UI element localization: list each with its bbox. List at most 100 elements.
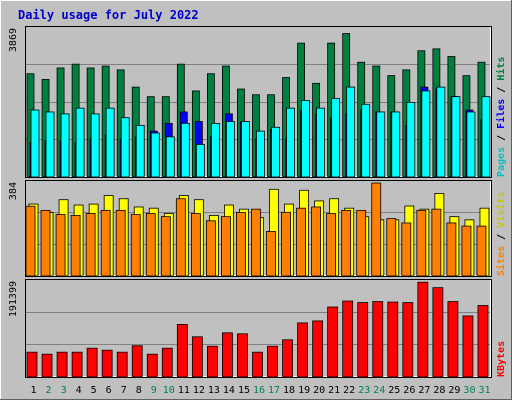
legend-separator: / (496, 129, 507, 147)
x-tick-label: 9 (151, 385, 157, 396)
x-tick-label: 8 (136, 385, 142, 396)
chart-title: Daily usage for July 2022 (18, 8, 199, 22)
kbytes-bar (432, 287, 444, 378)
pages-bar (481, 96, 491, 178)
x-tick-label: 15 (238, 385, 250, 396)
x-tick-label: 5 (91, 385, 97, 396)
kbytes-bar (71, 351, 83, 378)
kbytes-bar (462, 315, 474, 378)
pages-bar (286, 107, 295, 178)
x-tick-label: 18 (283, 385, 295, 396)
sites-bar (326, 213, 337, 277)
x-tick-label: 2 (46, 385, 52, 396)
kbytes-bar (402, 302, 414, 378)
sites-bar (25, 205, 36, 277)
sites-bar (160, 216, 171, 277)
pages-bar (150, 132, 160, 178)
kbytes-bar (191, 336, 203, 378)
x-tick-label: 22 (343, 385, 355, 396)
legend-visits: Visits (495, 192, 507, 228)
kbytes-bar (417, 281, 429, 378)
sites-bar (55, 214, 66, 277)
x-tick-label: 10 (163, 385, 175, 396)
sites-bar (416, 209, 427, 277)
pages-bar (466, 111, 476, 178)
kbytes-bar (41, 353, 53, 378)
kbytes-bar (101, 349, 113, 378)
pages-bar (135, 124, 145, 178)
pages-bar (195, 144, 205, 178)
x-tick-label: 4 (76, 385, 82, 396)
x-tick-label: 28 (433, 385, 445, 396)
pages-bar (346, 86, 356, 178)
x-tick-label: 25 (388, 385, 400, 396)
kbytes-bar (131, 345, 143, 378)
x-tick-label: 1 (31, 385, 37, 396)
sites-bar (40, 209, 51, 277)
pages-bar (451, 96, 461, 178)
x-tick-label: 7 (121, 385, 127, 396)
kbytes-bar (282, 339, 293, 378)
x-tick-label: 11 (178, 385, 190, 396)
sites-bar (266, 231, 276, 277)
kbytes-bar (477, 305, 489, 378)
x-tick-label: 31 (478, 385, 490, 396)
kbytes-bar (357, 302, 369, 378)
kbytes-bar (267, 345, 278, 378)
kbytes-bar (56, 351, 68, 378)
series-legend-label: Pages / Files / Hits (495, 57, 507, 177)
x-tick-label: 13 (208, 385, 220, 396)
pages-bar (226, 121, 235, 178)
x-tick-label: 30 (463, 385, 475, 396)
kbytes-bar (297, 322, 308, 378)
sites-bar (476, 225, 487, 277)
kbytes-bar (176, 323, 188, 378)
kbytes-bar (387, 301, 399, 378)
sites-bar (341, 209, 352, 277)
plot-area (25, 279, 492, 378)
sites-bar (431, 208, 442, 277)
pages-bar (210, 123, 220, 178)
sites-bar (296, 207, 306, 277)
x-tick-label: 16 (253, 385, 265, 396)
x-tick-label: 20 (313, 385, 325, 396)
pages-bar (316, 107, 326, 178)
plot-area (25, 180, 492, 277)
sites-bar (236, 212, 246, 277)
pages-bar (256, 130, 265, 178)
pages-bar (60, 113, 70, 178)
kbytes-bar (237, 333, 248, 378)
pages-bar (75, 107, 85, 178)
legend-separator: / (496, 81, 507, 99)
legend-pages: Pages (496, 147, 507, 177)
kbytes-bar (447, 301, 459, 378)
pages-bar (361, 103, 371, 178)
pages-bar (90, 113, 100, 178)
y-max-label: 191399 (8, 281, 19, 317)
sites-bar (130, 214, 141, 277)
sites-bar (115, 209, 126, 277)
kbytes-bar (146, 353, 158, 378)
x-tick-label: 19 (298, 385, 310, 396)
kbytes-bar (222, 332, 233, 378)
pages-bar (391, 111, 401, 178)
sites-bar (251, 208, 261, 277)
sites-bar (85, 213, 96, 277)
y-max-label: 3869 (8, 28, 19, 52)
y-max-label: 384 (8, 182, 19, 200)
legend-kbytes: KBytes (496, 341, 507, 377)
x-tick-label: 3 (61, 385, 67, 396)
sites-bar (190, 213, 201, 277)
x-tick-label: 29 (448, 385, 460, 396)
sites-bar (461, 225, 472, 277)
sites-bar (446, 222, 457, 277)
pages-bar (105, 107, 115, 178)
pages-bar (421, 90, 431, 178)
pages-bar (165, 136, 175, 178)
kbytes-bar (342, 300, 354, 378)
pages-bar (30, 109, 40, 178)
kbytes-bar (206, 345, 218, 378)
pages-bar (436, 86, 446, 178)
pages-bar (45, 111, 55, 178)
